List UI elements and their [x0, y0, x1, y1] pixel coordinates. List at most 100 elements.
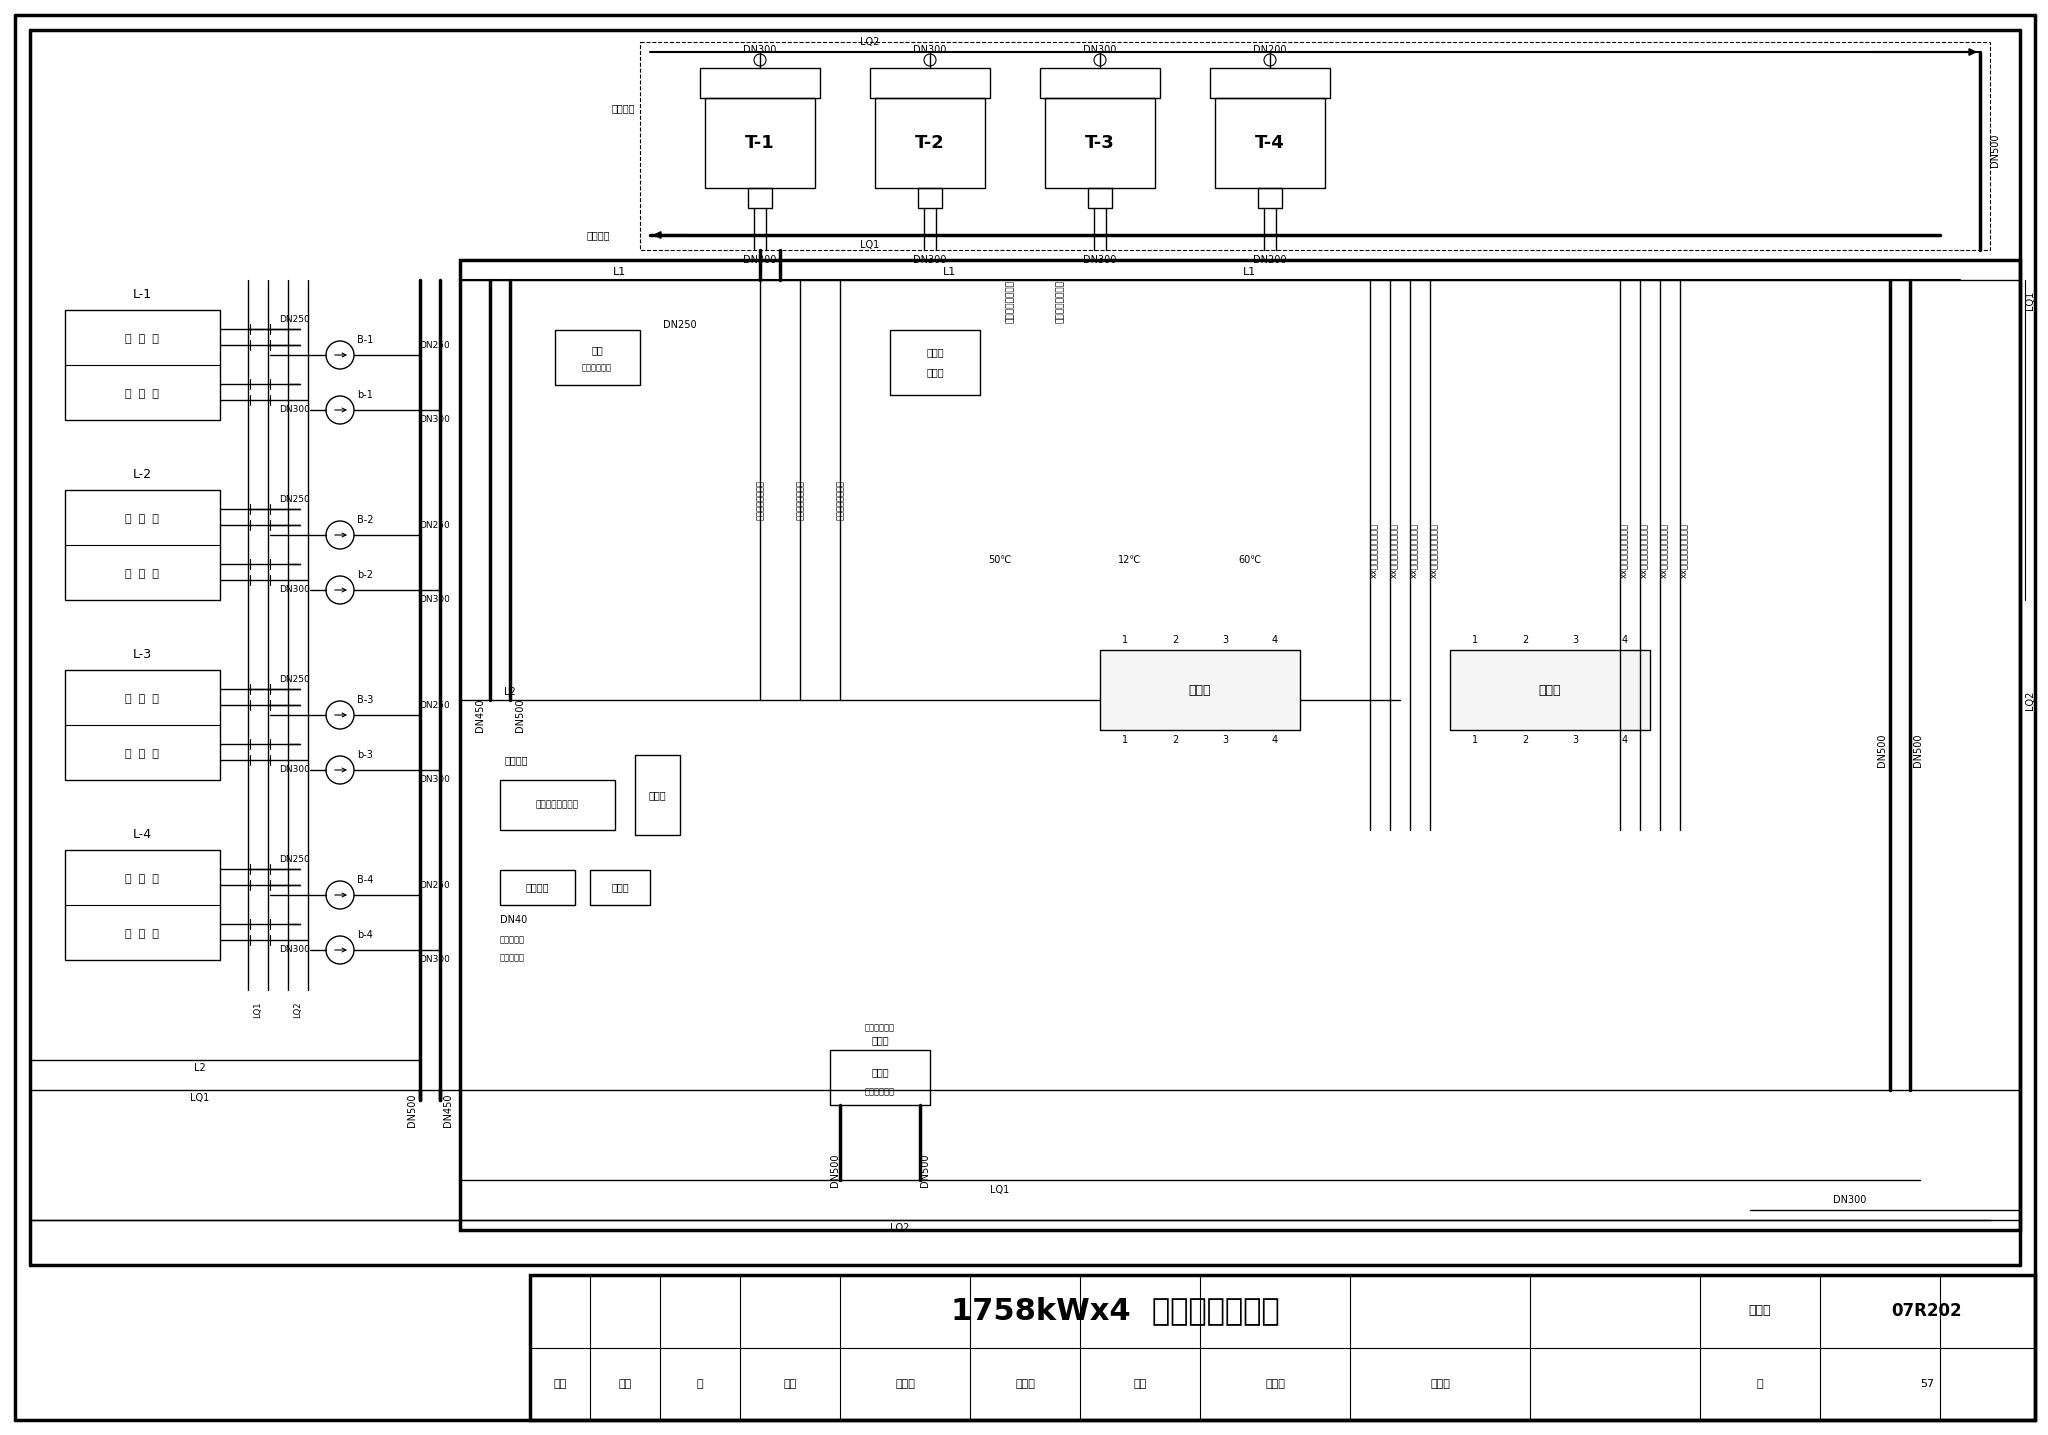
Text: LQ1: LQ1	[254, 1002, 262, 1019]
Text: 补冷水: 补冷水	[870, 1068, 889, 1078]
Text: LQ1: LQ1	[991, 1185, 1010, 1195]
Bar	[635, 755, 680, 835]
Text: DN300: DN300	[420, 594, 451, 604]
Text: xx区空调机组热水供水: xx区空调机组热水供水	[1661, 522, 1669, 577]
Text: L2: L2	[504, 687, 516, 697]
Bar	[639, 42, 1991, 250]
Text: DN500: DN500	[1878, 733, 1886, 766]
Text: 李冲信: 李冲信	[1016, 1379, 1034, 1389]
Text: 57: 57	[1919, 1379, 1933, 1389]
Text: L1: L1	[944, 267, 956, 277]
Text: 2: 2	[1522, 735, 1528, 745]
Bar	[500, 870, 575, 905]
Text: DN250: DN250	[281, 316, 311, 324]
Text: DN250: DN250	[420, 702, 451, 710]
Bar	[1257, 188, 1282, 208]
Text: 软化设备: 软化设备	[524, 883, 549, 893]
Text: DN300: DN300	[743, 44, 776, 55]
Text: 李超英: 李超英	[1266, 1379, 1284, 1389]
Text: b-2: b-2	[356, 570, 373, 580]
Text: DN300: DN300	[743, 255, 776, 265]
Text: 全程水处理器: 全程水处理器	[864, 1088, 895, 1096]
Text: 冷  凝  器: 冷 凝 器	[125, 570, 160, 578]
Bar	[1210, 67, 1329, 98]
Text: B-1: B-1	[356, 334, 373, 344]
Bar	[461, 260, 2019, 1230]
Text: 蒸  发  器: 蒸 发 器	[125, 334, 160, 344]
Text: DN300: DN300	[281, 584, 311, 594]
Text: 07R202: 07R202	[1892, 1302, 1962, 1320]
Text: 3: 3	[1573, 735, 1579, 745]
Text: 热水泵: 热水泵	[1188, 683, 1210, 696]
Text: 板空调冷水供水管: 板空调冷水供水管	[836, 479, 844, 519]
Text: 气压罐: 气压罐	[647, 791, 666, 799]
Text: DN40: DN40	[500, 916, 526, 926]
Text: 冷  凝  器: 冷 凝 器	[125, 749, 160, 759]
Bar	[1040, 67, 1159, 98]
Text: DN300: DN300	[420, 415, 451, 423]
Text: 2: 2	[1171, 636, 1178, 644]
Text: 接管水管: 接管水管	[612, 103, 635, 113]
Text: 处理器: 处理器	[926, 367, 944, 377]
Text: DN200: DN200	[1253, 255, 1286, 265]
Text: 2: 2	[1171, 735, 1178, 745]
Text: LQ2: LQ2	[293, 1002, 303, 1019]
Text: 4: 4	[1272, 735, 1278, 745]
Text: 1758kWx4  制冷系统原理图: 1758kWx4 制冷系统原理图	[950, 1296, 1280, 1326]
Text: DN250: DN250	[281, 495, 311, 505]
Bar	[590, 870, 649, 905]
Bar	[891, 330, 981, 395]
Text: 冷  凝  器: 冷 凝 器	[125, 389, 160, 399]
Text: L-1: L-1	[133, 288, 152, 301]
Bar	[918, 188, 942, 208]
Text: 页: 页	[1757, 1379, 1763, 1389]
Text: 板空调热水供水管: 板空调热水供水管	[756, 479, 764, 519]
Bar	[66, 489, 219, 600]
Text: DN300: DN300	[1083, 44, 1116, 55]
Bar	[500, 781, 614, 829]
Text: L2: L2	[195, 1063, 207, 1073]
Text: 冷热水: 冷热水	[926, 347, 944, 357]
Text: 丁高: 丁高	[618, 1379, 631, 1389]
Text: DN300: DN300	[420, 954, 451, 963]
Text: 补冷水: 补冷水	[870, 1035, 889, 1045]
Text: 补给水泵: 补给水泵	[506, 755, 528, 765]
Text: 全程水处理器: 全程水处理器	[582, 363, 612, 373]
Text: DN300: DN300	[1833, 1195, 1866, 1205]
Text: DN500: DN500	[1913, 733, 1923, 766]
Text: 冷水: 冷水	[592, 344, 602, 354]
Text: 板空调热水供水管: 板空调热水供水管	[1006, 280, 1014, 323]
Text: L-3: L-3	[133, 649, 152, 662]
Text: 1: 1	[1122, 636, 1128, 644]
Bar	[748, 188, 772, 208]
Text: DN300: DN300	[913, 255, 946, 265]
Text: DN200: DN200	[1253, 44, 1286, 55]
Text: DN250: DN250	[664, 320, 696, 330]
Text: 冷水泵: 冷水泵	[1538, 683, 1561, 696]
Text: xx区空调机组冷水回水: xx区空调机组冷水回水	[1640, 522, 1649, 577]
Text: 1: 1	[1122, 735, 1128, 745]
Text: 审核: 审核	[553, 1379, 567, 1389]
Bar	[874, 98, 985, 188]
Text: DN450: DN450	[475, 699, 485, 732]
Text: 4: 4	[1622, 636, 1628, 644]
Text: 全程水处理器: 全程水处理器	[864, 1023, 895, 1033]
Text: T-1: T-1	[745, 133, 774, 152]
Text: L1: L1	[1243, 267, 1257, 277]
Text: 蒸  发  器: 蒸 发 器	[125, 695, 160, 705]
Text: T-3: T-3	[1085, 133, 1114, 152]
Text: 3: 3	[1573, 636, 1579, 644]
Text: DN300: DN300	[281, 765, 311, 773]
Text: b-1: b-1	[356, 390, 373, 400]
Text: L-2: L-2	[133, 468, 152, 482]
Bar	[1450, 650, 1651, 730]
Text: 板空调热水回水管: 板空调热水回水管	[1055, 280, 1065, 323]
Text: 4: 4	[1272, 636, 1278, 644]
Text: DN250: DN250	[281, 676, 311, 684]
Text: LQ2: LQ2	[860, 37, 881, 47]
Text: 设计: 设计	[1133, 1379, 1147, 1389]
Text: DN250: DN250	[281, 855, 311, 864]
Text: DN500: DN500	[920, 1154, 930, 1187]
Text: b-3: b-3	[356, 751, 373, 761]
Text: xx区空调机组冷水回水: xx区空调机组冷水回水	[1391, 522, 1399, 577]
